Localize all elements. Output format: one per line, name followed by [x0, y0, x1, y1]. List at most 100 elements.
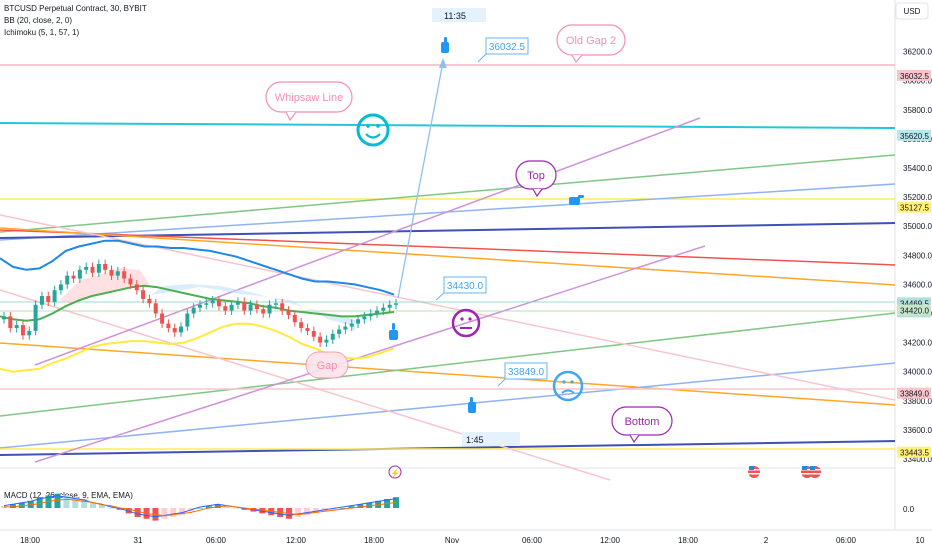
candle-body — [128, 278, 133, 285]
flag-us-icon[interactable] — [748, 466, 760, 478]
candle-body — [394, 303, 398, 305]
candle-body — [84, 266, 89, 270]
x-tick-label: 2 — [764, 536, 769, 545]
time-badge-top: 11:35 — [432, 8, 486, 22]
bb-basis-line — [0, 284, 395, 322]
price-tag-text: 33443.5 — [900, 449, 929, 458]
hand-right-icon — [569, 195, 584, 205]
candle-body — [160, 313, 165, 324]
candle-body — [381, 307, 386, 311]
macd-pane: MACD (12, 26, close, 9, EMA, EMA) 0.0 — [1, 491, 915, 521]
macd-bar — [197, 508, 203, 509]
y-tick-label: 35400.0 — [903, 164, 932, 173]
macd-bar — [303, 508, 310, 516]
y-tick-label: 34800.0 — [903, 251, 932, 260]
candle-body — [39, 296, 44, 305]
macd-bar — [107, 508, 114, 509]
price-axis[interactable]: 36200.036000.035800.035600.035400.035200… — [903, 48, 932, 464]
candle-body — [77, 269, 82, 279]
price-tag — [897, 387, 931, 399]
callout-top: Top — [515, 160, 557, 198]
macd-bar — [223, 506, 230, 508]
callout-gap: Gap — [305, 351, 349, 379]
candle-body — [223, 306, 228, 311]
pink-diagonal-lower — [0, 289, 611, 481]
candle-body — [65, 275, 70, 285]
candle-body — [33, 304, 38, 331]
candle-body — [166, 323, 171, 329]
svg-text:1:45: 1:45 — [466, 435, 484, 445]
candle-body — [198, 304, 202, 308]
candle-body — [324, 339, 329, 343]
callout-bottom: Bottom — [611, 406, 673, 444]
macd-zero-label: 0.0 — [903, 505, 915, 514]
callout-bottom-text: Bottom — [625, 416, 660, 428]
candle-body — [147, 298, 152, 304]
callouts: Whipsaw Line Old Gap 2 Top Bottom Gap — [265, 24, 673, 444]
bb-legend[interactable]: BB (20, close, 2, 0) — [4, 16, 73, 25]
callout-whipsaw: Whipsaw Line — [265, 81, 353, 122]
price-tags: 36032.535620.535127.534469.511:1534420.0… — [897, 69, 931, 458]
candle-body — [96, 264, 101, 273]
smiley-happy-icon — [356, 113, 390, 147]
hand-pointing-icon — [468, 397, 476, 413]
candle-body — [210, 300, 215, 304]
lightning-icon[interactable] — [388, 465, 402, 479]
smiley-neutral-icon — [451, 308, 481, 338]
candle-body — [216, 300, 221, 307]
x-tick-label: 12:00 — [600, 536, 621, 545]
x-tick-label: 06:00 — [206, 536, 227, 545]
price-tag — [897, 304, 931, 316]
price-tag — [897, 446, 931, 458]
callout-whipsaw-text: Whipsaw Line — [275, 92, 343, 104]
macd-bar — [357, 504, 364, 508]
candle-body — [109, 269, 114, 276]
macd-bar — [134, 508, 141, 517]
candle-body — [387, 304, 392, 308]
macd-bar — [339, 508, 346, 509]
y-tick-label: 35000.0 — [903, 222, 932, 231]
candle-body — [248, 304, 253, 311]
candle-body — [235, 301, 240, 305]
candle-body — [46, 296, 51, 302]
price-tag — [897, 129, 931, 141]
candle-body — [280, 303, 285, 311]
signal-line — [4, 498, 397, 517]
price-tag-text: 34420.0 — [900, 307, 929, 316]
time-badge-bottom: 1:45 — [462, 432, 520, 446]
red-trend-line — [0, 229, 896, 266]
candle-body — [2, 316, 6, 320]
candle-body — [90, 266, 95, 273]
hand-down-icon — [389, 323, 398, 340]
x-tick-label: 06:00 — [836, 536, 857, 545]
macd-bar — [295, 508, 301, 517]
candle-body — [58, 284, 63, 291]
candle-body — [229, 304, 234, 311]
candle-body — [261, 309, 266, 314]
candle-body — [191, 307, 196, 314]
note-36032: 36032.5 — [489, 42, 526, 53]
currency-button[interactable]: USD — [895, 2, 929, 20]
x-tick-label: 06:00 — [522, 536, 543, 545]
projection-arrow — [397, 61, 444, 299]
candle-body — [273, 303, 278, 305]
candle-body — [254, 304, 259, 310]
candle-body — [204, 303, 209, 305]
flag-us-icon[interactable] — [809, 466, 821, 478]
y-tick-label: 34000.0 — [903, 368, 932, 377]
candle-body — [311, 330, 316, 337]
cloud-fill-red — [60, 268, 150, 304]
svg-text:⚡: ⚡ — [390, 468, 400, 478]
candle-body — [20, 325, 25, 336]
candle-body — [242, 301, 247, 311]
ichimoku-legend[interactable]: Ichimoku (5, 1, 57, 1) — [4, 28, 80, 37]
time-axis[interactable]: 18:00 31 06:00 12:00 18:00 Nov 06:00 12:00 18:00… — [20, 536, 925, 545]
callout-gap-text: Gap — [317, 360, 338, 372]
orange-trend-upper — [0, 227, 896, 286]
symbol-title[interactable]: BTCUSD Perpetual Contract, 30, BYBIT — [4, 4, 147, 13]
candle-body — [153, 303, 158, 314]
x-tick-label: 18:00 — [20, 536, 41, 545]
y-tick-label: 33800.0 — [903, 397, 932, 406]
svg-text:11:35: 11:35 — [444, 11, 466, 21]
